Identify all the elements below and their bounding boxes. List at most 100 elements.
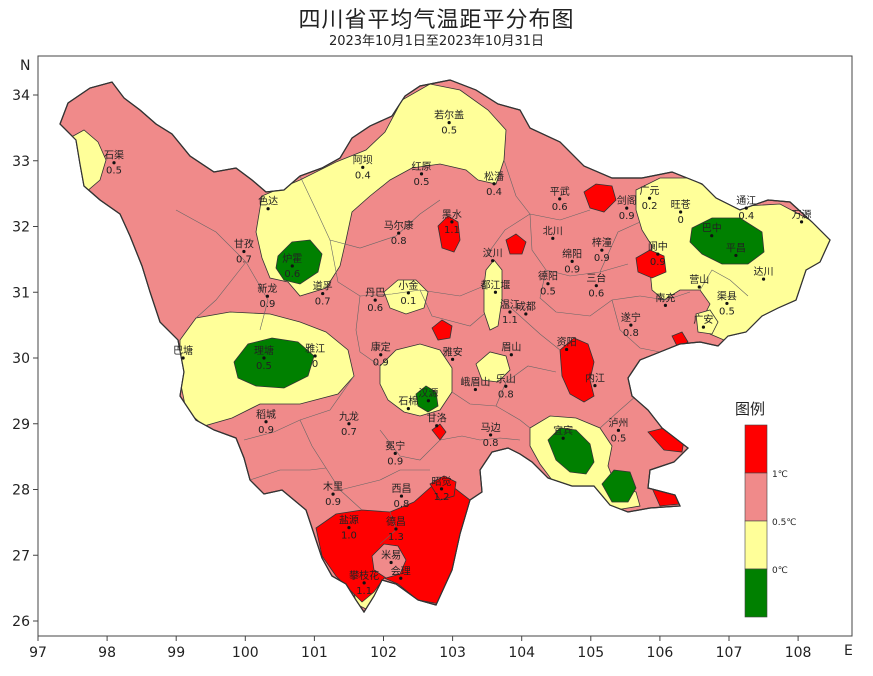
x-tick-label: 103 xyxy=(439,645,466,661)
station-dot xyxy=(663,303,668,307)
station-dot xyxy=(734,253,738,258)
zone-yellow-dujiangyan xyxy=(483,259,503,331)
station: 雅江 0 xyxy=(305,342,325,370)
station-name: 甘孜 xyxy=(234,237,254,250)
station-name: 宜宾 xyxy=(553,424,573,437)
station-name: 丹巴 xyxy=(365,287,385,299)
station-dot xyxy=(701,325,706,329)
station: 汶川 xyxy=(483,247,503,263)
station: 红原 0.5 xyxy=(412,160,432,188)
station-value: 0.8 xyxy=(623,328,639,339)
station-dot xyxy=(473,387,478,392)
station: 三台 0.6 xyxy=(586,272,606,300)
station-dot xyxy=(616,428,621,432)
station-dot xyxy=(451,357,455,361)
station: 渠县 0.5 xyxy=(717,290,737,317)
zone-green-shimian xyxy=(415,385,439,413)
station-name: 通江 xyxy=(736,195,756,207)
station: 小金 0.1 xyxy=(398,279,418,307)
legend-title: 图例 xyxy=(735,400,765,418)
station: 巴塘 xyxy=(173,344,193,360)
station-name: 眉山 xyxy=(501,342,521,354)
station-dot xyxy=(321,291,325,296)
station-name: 成都 xyxy=(516,301,536,313)
station-name: 遂宁 xyxy=(621,311,641,324)
station-name: 康定 xyxy=(371,341,391,354)
station-value: 0.6 xyxy=(588,289,604,300)
station: 会理 xyxy=(391,564,411,580)
stations: 石渠 0.5 若尔盖 0.5 阿坝 0.4 红原 0.5 松潘 0.4 平武 0.6 广元 0.2 旺苍 0 通… xyxy=(104,109,812,597)
station-dot xyxy=(347,526,351,530)
station: 万源 xyxy=(792,208,812,224)
station-value: 1.1 xyxy=(356,586,372,597)
x-axis-unit: E xyxy=(844,643,853,659)
station: 乐山 0.8 xyxy=(496,373,516,400)
map-subtitle: 2023年10月1日至2023年10月31日 xyxy=(328,34,545,49)
station-dot xyxy=(504,384,508,388)
station-name: 绵阳 xyxy=(562,247,582,260)
station-dot xyxy=(558,197,562,201)
y-axis: 34 33 32 31 30 29 28 27 26 xyxy=(12,88,38,630)
station-dot xyxy=(399,494,404,498)
station-value: 0.7 xyxy=(315,297,331,308)
zone-red-heishui xyxy=(437,215,461,253)
station-name: 梓潼 xyxy=(592,236,612,249)
station-value: 0.9 xyxy=(564,264,580,275)
station-name: 乐山 xyxy=(496,373,516,385)
station: 康定 0.9 xyxy=(371,341,391,369)
zone-pink-miyi-pocket xyxy=(371,543,407,579)
station-name: 巴塘 xyxy=(173,344,193,357)
legend: 图例 1℃ 0.5℃ 0℃ xyxy=(735,400,796,618)
station: 稻城 0.9 xyxy=(256,409,276,436)
station-name: 营山 xyxy=(689,273,709,286)
station-name: 德昌 xyxy=(386,515,406,528)
station: 马边 0.8 xyxy=(481,422,501,449)
station: 内江 xyxy=(585,372,605,388)
station-dot xyxy=(266,207,270,211)
station: 道孚 0.7 xyxy=(313,280,333,308)
station-value: 0.5 xyxy=(106,166,122,177)
station: 攀枝花 1.1 xyxy=(349,569,379,597)
station-dot xyxy=(679,210,683,214)
station-value: 0.6 xyxy=(552,202,568,213)
station-dot xyxy=(439,487,444,491)
station: 雅安 xyxy=(443,345,463,361)
station: 遂宁 0.8 xyxy=(621,311,641,339)
station-value: 0.2 xyxy=(642,201,658,212)
station-dot xyxy=(570,259,574,263)
station: 若尔盖 0.5 xyxy=(434,109,464,137)
station-dot xyxy=(399,576,403,580)
station-dot xyxy=(379,353,383,357)
station-dot xyxy=(426,399,431,403)
y-tick-label: 34 xyxy=(12,88,30,104)
station-name: 南充 xyxy=(655,291,675,304)
station-name: 松潘 xyxy=(484,170,504,183)
station-dot xyxy=(561,436,565,440)
station-name: 黑水 xyxy=(442,209,462,221)
legend-swatch-pink xyxy=(744,472,768,522)
zone-red-langzhong xyxy=(635,249,667,279)
station-dot xyxy=(181,356,185,360)
station-value: 0.9 xyxy=(373,358,389,369)
station-value: 1.0 xyxy=(341,531,357,542)
station-dot xyxy=(593,384,597,388)
station-dot xyxy=(362,581,366,585)
station-value: 0.8 xyxy=(498,389,514,400)
station-name: 石渠 xyxy=(104,150,124,162)
station-dot xyxy=(725,301,729,306)
station-name: 攀枝花 xyxy=(349,569,379,582)
station-value: 0.6 xyxy=(367,303,383,314)
station-value: 0.5 xyxy=(414,177,430,188)
zone-green-luzhou xyxy=(601,469,637,503)
station-dot xyxy=(491,259,495,263)
station: 甘洛 xyxy=(427,412,447,428)
station-dot xyxy=(600,248,604,252)
y-tick-label: 30 xyxy=(12,351,30,367)
legend-swatch-green xyxy=(744,568,768,618)
station-dot xyxy=(373,298,377,302)
station-name: 德阳 xyxy=(538,270,558,283)
station-name: 平武 xyxy=(550,185,570,198)
station: 理塘 0.5 xyxy=(254,344,274,372)
station-value: 0.8 xyxy=(391,236,407,247)
station-dot xyxy=(394,527,398,531)
